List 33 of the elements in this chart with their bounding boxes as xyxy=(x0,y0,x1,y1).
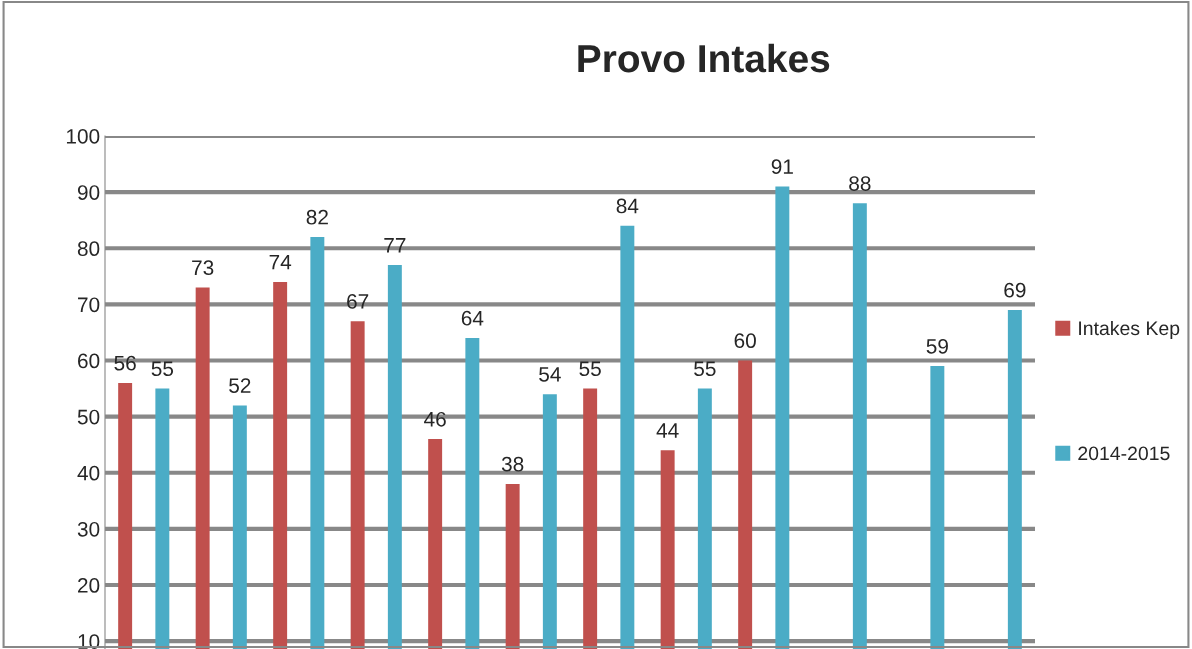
data-label: 91 xyxy=(771,159,793,175)
data-label: 38 xyxy=(501,456,524,472)
y-tick-label: 100 xyxy=(66,129,100,144)
data-label: 74 xyxy=(269,254,292,270)
data-label: 56 xyxy=(114,355,136,371)
data-label: 55 xyxy=(579,361,601,377)
data-label: 67 xyxy=(347,294,369,309)
data-label: 88 xyxy=(849,176,871,191)
data-label: 59 xyxy=(926,338,948,354)
data-label: 54 xyxy=(539,367,561,382)
y-tick-label: 50 xyxy=(77,409,100,425)
data-label: 64 xyxy=(461,310,484,326)
data-label: 60 xyxy=(734,333,756,349)
data-label: 69 xyxy=(1004,282,1026,298)
data-label: 84 xyxy=(616,198,639,214)
chart-title: Provo Intakes xyxy=(578,43,830,73)
data-label: 73 xyxy=(192,260,214,276)
y-tick-label: 90 xyxy=(77,185,100,200)
data-label: 46 xyxy=(424,411,446,427)
y-tick-label: 30 xyxy=(77,521,100,537)
y-tick-label: 20 xyxy=(78,578,100,593)
data-label: 77 xyxy=(384,238,406,253)
y-tick-label: 70 xyxy=(78,297,100,313)
data-label: 52 xyxy=(229,378,251,393)
data-label: 55 xyxy=(151,361,174,377)
data-label: 55 xyxy=(694,361,716,377)
data-label: 82 xyxy=(306,209,328,225)
legend-label: 2014-2015 xyxy=(1078,446,1170,461)
legend-label: Intakes Kep xyxy=(1079,320,1180,340)
y-tick-label: 80 xyxy=(77,241,100,257)
y-tick-label: 40 xyxy=(77,465,100,481)
y-tick-label: 60 xyxy=(78,353,100,369)
data-label: 44 xyxy=(656,423,679,438)
